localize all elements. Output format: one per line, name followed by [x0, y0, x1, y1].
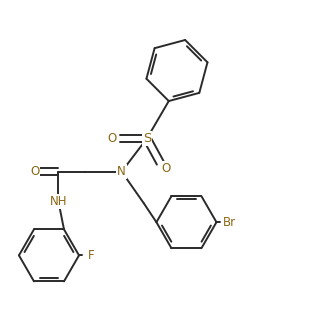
Text: O: O	[30, 165, 40, 178]
Text: S: S	[143, 132, 151, 145]
Text: Br: Br	[223, 216, 236, 229]
Text: O: O	[107, 132, 117, 145]
Text: NH: NH	[50, 195, 67, 208]
Text: F: F	[88, 249, 94, 262]
Text: O: O	[161, 162, 171, 175]
Text: N: N	[117, 165, 126, 178]
